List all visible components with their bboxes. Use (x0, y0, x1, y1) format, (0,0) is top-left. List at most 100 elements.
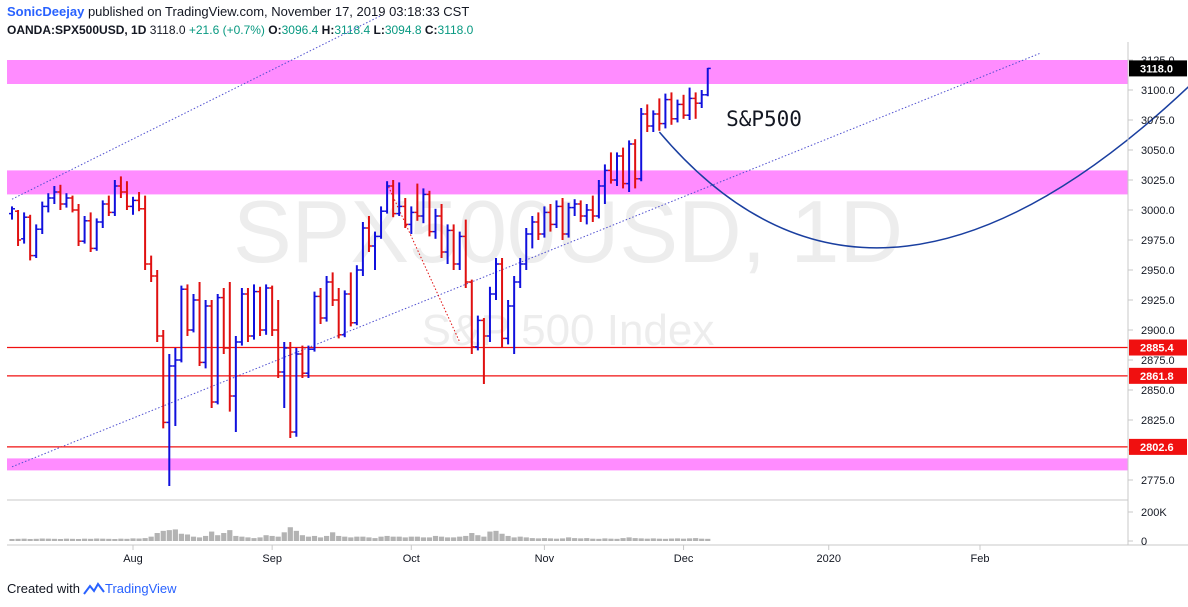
volume-bar (644, 538, 650, 541)
volume-bar (124, 538, 130, 541)
close-value: 3118.0 (437, 23, 474, 37)
volume-bar (94, 538, 100, 541)
volume-bar (668, 538, 675, 541)
price-axis-label: 3050.0 (1141, 145, 1175, 157)
volume-bar (432, 535, 439, 541)
volume-bar (354, 536, 360, 541)
open-value: 3096.4 (281, 23, 319, 37)
volume-bar (638, 538, 644, 541)
volume-bar (614, 538, 620, 541)
price-axis-label: 2850.0 (1141, 385, 1175, 397)
volume-bar (209, 531, 215, 541)
volume-bar (160, 530, 166, 541)
volume-bar (541, 538, 547, 541)
publish-text: published on TradingView.com, November 1… (87, 4, 470, 19)
volume-bar (566, 537, 572, 541)
volume-bar (705, 538, 711, 541)
level-price-label: 2885.4 (1140, 343, 1175, 355)
volume-bar (239, 536, 245, 541)
time-axis[interactable]: Aug Sep Oct Nov Dec 2020 Feb (123, 545, 989, 565)
volume-bar (196, 537, 203, 541)
time-axis-label: Dec (674, 553, 694, 565)
volume-bar (366, 537, 372, 541)
volume-bar (596, 538, 602, 541)
watermark-name: S&P 500 Index (422, 306, 715, 355)
volume-bar (674, 538, 681, 541)
volume-axis-max: 200K (1141, 507, 1167, 519)
volume-bar (21, 538, 27, 541)
volume-bar (372, 538, 378, 541)
volume-bar (27, 538, 33, 541)
volume-bar (221, 533, 227, 541)
tradingview-logo-icon (83, 582, 105, 595)
chart-annotation: S&P500 (726, 107, 802, 131)
volume-bar (184, 534, 191, 541)
volume-bar (469, 533, 475, 541)
volume-bar (650, 538, 656, 541)
tradingview-logo[interactable]: TradingView (83, 581, 177, 597)
volume-bar (15, 538, 21, 541)
projection-arrow (658, 86, 1188, 249)
price-axis[interactable]: 2775.02800.02825.02850.02875.02900.02925… (1128, 55, 1175, 487)
volume-bar (317, 537, 324, 541)
time-axis-label: 2020 (817, 553, 841, 565)
volume-bar (553, 538, 560, 541)
price-axis-label: 2975.0 (1141, 235, 1175, 247)
volume-bar (608, 538, 614, 541)
volume-bar (414, 536, 420, 541)
time-axis-label: Feb (971, 553, 990, 565)
volume-bar (136, 538, 142, 541)
open-label: O: (268, 23, 282, 37)
main-pane[interactable] (7, 42, 1128, 498)
volume-bar (9, 538, 15, 541)
volume-bar (106, 538, 112, 541)
price-axis-label: 2875.0 (1141, 355, 1175, 367)
volume-bar (445, 537, 451, 541)
volume-bar (438, 536, 445, 541)
volume-bar (384, 535, 390, 541)
volume-bar (39, 538, 45, 541)
level-price-tag (1129, 367, 1187, 384)
supply-demand-zones (7, 60, 1128, 471)
footer: Created with TradingView (7, 581, 177, 597)
level-price-label: 2802.6 (1140, 442, 1174, 454)
volume-bar (511, 537, 517, 541)
price-axis-label: 2900.0 (1141, 325, 1175, 337)
time-axis-label: Sep (262, 553, 282, 565)
volume-bar (45, 538, 51, 541)
volume-bar (69, 538, 76, 541)
volume-bar (148, 536, 154, 541)
low-label: L: (373, 23, 385, 37)
volume-bar (487, 531, 493, 541)
volume-bar (336, 535, 342, 541)
volume-bar (51, 538, 57, 541)
zone-band (7, 458, 1128, 471)
volume-bar (572, 538, 578, 541)
high-value: 3118.4 (334, 23, 371, 37)
volume-bar (590, 538, 596, 541)
volume-bar (75, 538, 82, 541)
volume-bar (88, 538, 94, 541)
volume-bar (293, 530, 299, 541)
symbol-name[interactable]: OANDA:SPX500USD, 1D (7, 23, 147, 37)
volume-bar (457, 536, 463, 541)
volume-bar (33, 538, 39, 541)
volume-bar (378, 536, 384, 541)
volume-bar (426, 537, 433, 541)
volume-bar (602, 538, 608, 541)
volume-bar (662, 538, 668, 541)
volume-bar (656, 538, 662, 541)
time-axis-label: Oct (403, 553, 420, 565)
symbol-legend: OANDA:SPX500USD, 1D 3118.0 +21.6 (+0.7%)… (7, 22, 473, 38)
close-label: C: (424, 23, 438, 37)
volume-bar (166, 530, 172, 541)
zone-band (7, 170, 1128, 195)
volume-bar (263, 535, 269, 541)
volume-bar (499, 533, 505, 541)
price-axis-label: 3075.0 (1141, 115, 1175, 127)
volume-bar (57, 538, 63, 541)
price-labels: 3118.0 2885.4 2861.8 2802.6 (1129, 60, 1187, 455)
author-link[interactable]: SonicDeejay (7, 4, 85, 19)
volume-bar (324, 535, 330, 541)
